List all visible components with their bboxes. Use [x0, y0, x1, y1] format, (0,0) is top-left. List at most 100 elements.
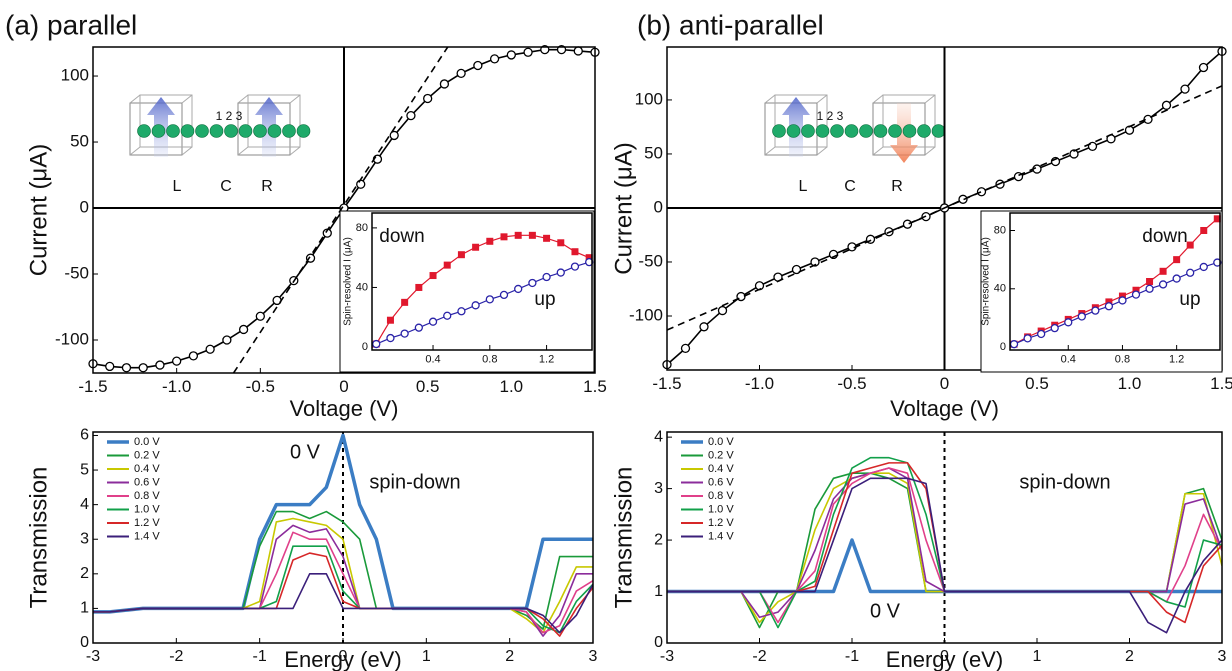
marker [514, 231, 522, 239]
x-tick-label: 1.0 [500, 377, 524, 396]
marker [172, 356, 182, 366]
atom [801, 124, 815, 138]
electrode-cartoon [764, 94, 946, 163]
atom [902, 124, 917, 138]
y-tick-label: 50 [644, 143, 663, 162]
electrode-cartoon [129, 94, 311, 157]
x-tick-label: 0 [940, 374, 949, 393]
atom [195, 124, 209, 138]
y-tick-label: 3 [80, 530, 89, 547]
x-tick-label: -0.5 [837, 374, 866, 393]
legend-label: 1.4 V [708, 530, 734, 542]
marker [791, 264, 802, 275]
marker [1064, 318, 1073, 327]
plot-frame [371, 212, 593, 351]
atom [888, 124, 902, 138]
atom [859, 124, 873, 138]
y-tick-label: 4 [654, 428, 663, 445]
marker [958, 194, 968, 204]
marker [472, 243, 480, 251]
annotation: C [220, 178, 232, 195]
marker [1118, 296, 1127, 305]
legend-label: 0.0 V [708, 436, 734, 448]
x-axis-label: Voltage (V) [290, 396, 399, 421]
marker [1161, 100, 1172, 110]
marker [1050, 323, 1059, 333]
y-tick-label: 5 [80, 461, 89, 478]
marker [1213, 258, 1222, 267]
panel-title: (a) parallel [5, 9, 137, 40]
marker [386, 333, 395, 343]
annotation: 1 2 3 [817, 109, 844, 123]
marker [400, 329, 409, 338]
legend-label: 1.2 V [708, 517, 734, 529]
legend-label: 1.4 V [134, 530, 160, 542]
atom [830, 124, 844, 138]
atom [209, 124, 224, 138]
x-axis-label: Energy (eV) [886, 647, 1003, 671]
y-axis-label: Current (μA) [610, 142, 637, 275]
series-line [375, 234, 590, 345]
marker [429, 272, 437, 280]
plot-frame [1009, 212, 1221, 351]
marker [457, 307, 466, 316]
marker [1198, 62, 1209, 73]
marker [1186, 268, 1195, 277]
legend-label: 0.4 V [708, 463, 734, 475]
series-line [667, 462, 1222, 624]
plot-frame [666, 431, 1223, 644]
plot-frame [92, 46, 596, 374]
marker [1105, 298, 1113, 306]
x-tick-label: 1.2 [1169, 353, 1184, 365]
legend-label: 0.8 V [134, 490, 160, 502]
marker [1186, 241, 1194, 249]
y-tick-label: 4 [80, 496, 89, 513]
marker [1199, 262, 1208, 272]
annotation: spin-down [1019, 471, 1110, 493]
legend-label: 0.6 V [134, 476, 160, 488]
marker [1180, 84, 1190, 94]
cube-edge [764, 146, 776, 156]
marker [105, 361, 115, 372]
marker [188, 351, 199, 361]
y-tick-label: 0 [654, 197, 663, 216]
x-tick-label: -0.5 [246, 377, 275, 396]
marker [1200, 226, 1208, 234]
marker [1009, 340, 1019, 349]
marker [571, 248, 579, 256]
legend-label: 0.2 V [134, 449, 160, 461]
series-label: up [534, 289, 555, 310]
y-tick-label: -50 [638, 251, 663, 270]
atom [267, 124, 282, 138]
y-tick-label: 100 [61, 66, 89, 85]
marker [1132, 286, 1140, 294]
cube-edge [129, 146, 141, 156]
x-tick-label: 0.4 [425, 353, 440, 365]
inset-background [339, 210, 595, 373]
y-axis-label: Transmission [25, 467, 52, 609]
marker [443, 311, 452, 320]
atom [786, 124, 801, 138]
marker [389, 130, 399, 141]
annotation: spin-down [369, 471, 460, 493]
x-tick-label: 0 [339, 377, 348, 396]
y-tick-label: 2 [80, 565, 89, 582]
y-tick-label: 3 [654, 480, 663, 497]
atom [166, 124, 180, 138]
y-tick-label: 80 [994, 224, 1006, 236]
y-tick-label: 2 [654, 531, 663, 548]
marker [406, 110, 416, 121]
cube-edge [872, 146, 884, 156]
x-tick-label: 0.8 [1115, 353, 1130, 365]
marker [1023, 334, 1032, 343]
marker [121, 363, 132, 373]
marker [1173, 256, 1181, 264]
x-tick-label: -1 [253, 648, 267, 665]
cube-edge [129, 94, 141, 104]
cube-edge [289, 94, 301, 104]
y-axis-label: Transmission [610, 467, 637, 609]
marker [471, 301, 480, 310]
x-tick-label: 2 [505, 648, 514, 665]
marker [499, 290, 509, 300]
